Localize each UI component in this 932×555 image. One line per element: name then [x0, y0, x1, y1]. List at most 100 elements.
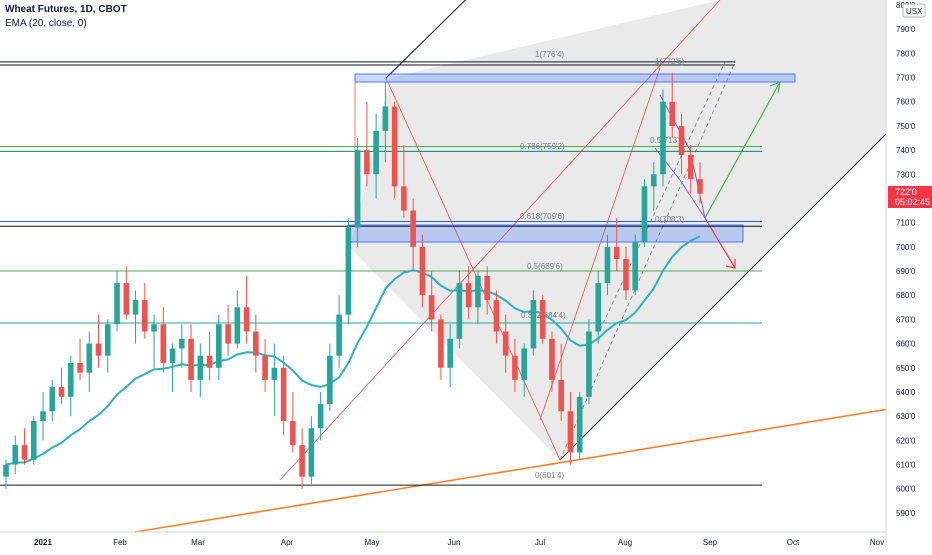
candle-body — [280, 367, 287, 421]
last-price-value: 722'0 — [895, 187, 917, 197]
price-tick-label: 790'0 — [896, 25, 916, 34]
price-tick-label: 660'0 — [896, 340, 916, 349]
price-tick-label: 620'0 — [896, 436, 916, 445]
time-tick-label: Nov — [870, 538, 884, 547]
candle-body — [197, 355, 204, 380]
candle-body — [521, 348, 527, 380]
fib2-label: 1(772'6) — [655, 57, 684, 66]
candle-body — [132, 300, 139, 315]
trendline-orange[interactable] — [134, 401, 932, 533]
fib-label: 0.618(709'6) — [520, 212, 565, 221]
candle-body — [567, 411, 574, 453]
drawing-layer — [134, 0, 932, 533]
candle-body — [539, 300, 546, 339]
dashed-line-2[interactable] — [599, 61, 726, 331]
time-tick-label: Apr — [281, 538, 294, 547]
candle-body — [438, 319, 444, 368]
candle-body — [160, 324, 167, 363]
currency-badge[interactable]: USX — [902, 3, 926, 18]
candle-body — [484, 275, 490, 301]
price-tick-label: 590'0 — [896, 509, 916, 518]
price-axis-ticks: 800'0790'0780'0770'0760'0750'0740'0730'0… — [896, 1, 916, 518]
projection-red-head — [725, 259, 736, 269]
candle-body — [493, 300, 500, 332]
candle-body — [512, 355, 518, 380]
ema-line[interactable] — [5, 235, 701, 466]
last-price-tag: 722'0 05:02:45 — [888, 186, 932, 208]
channel-upper-line[interactable] — [385, 0, 720, 79]
candle-body — [30, 421, 37, 460]
candle-body — [253, 331, 259, 356]
candle-body — [243, 307, 250, 332]
time-tick-label: Jul — [535, 538, 545, 547]
candle-body — [299, 445, 305, 477]
projection-green-head — [769, 81, 781, 94]
pitchfork-line-3[interactable] — [279, 0, 721, 481]
candle-body — [345, 227, 352, 315]
candle-body — [641, 186, 648, 243]
candle-body — [697, 179, 703, 194]
candle-body — [95, 343, 102, 356]
candle-body — [77, 362, 83, 373]
price-tick-label: 730'0 — [896, 170, 916, 179]
candle-body — [373, 130, 379, 175]
candle-body — [151, 324, 157, 332]
resistance-zone[interactable] — [354, 73, 796, 83]
price-axis-bg[interactable] — [886, 0, 932, 550]
candle-body — [308, 428, 315, 477]
time-tick-label: Aug — [618, 538, 632, 547]
time-tick-label: Oct — [787, 538, 800, 547]
candle-body — [206, 355, 213, 368]
fib2-label: 0(708'3) — [655, 215, 684, 224]
candle-body — [86, 343, 93, 373]
candle-body — [271, 367, 278, 380]
price-tick-label: 770'0 — [896, 74, 916, 83]
time-tick-label: Jun — [448, 538, 461, 547]
candle-body — [67, 362, 74, 397]
candle-body — [382, 106, 389, 131]
candle-body — [447, 338, 453, 368]
candle-body — [49, 387, 56, 412]
time-tick-label: May — [364, 538, 379, 547]
candle-body — [604, 246, 611, 284]
price-tick-label: 700'0 — [896, 243, 916, 252]
candle-body — [401, 186, 407, 211]
candle-body — [234, 307, 241, 344]
time-tick-label: 2021 — [34, 538, 52, 547]
candle-body — [114, 283, 120, 325]
fib-label: 0.5(689'6) — [527, 262, 563, 271]
candle-body — [475, 275, 481, 308]
price-tick-label: 600'0 — [896, 485, 916, 494]
candle-body — [216, 324, 222, 368]
time-axis-ticks: 2021 Feb Mar Apr May Jun Jul Aug Sep Oct Nov — [34, 538, 884, 547]
candle-body — [586, 331, 592, 397]
candle-body — [623, 258, 629, 291]
candle-body — [419, 246, 426, 296]
price-tick-label: 750'0 — [896, 122, 916, 131]
fib2-label: 0.5(713'0) — [650, 136, 686, 145]
chart-legend: Wheat Futures, 1D, CBOT EMA (20, close, … — [5, 3, 127, 31]
candle-body — [3, 464, 9, 477]
price-tick-label: 630'0 — [896, 412, 916, 421]
symbol-title: Wheat Futures, 1D, CBOT — [5, 4, 127, 15]
candle-body — [364, 150, 370, 175]
candle-body — [169, 348, 176, 363]
projection-green[interactable] — [704, 81, 781, 219]
currency-badge-label: USX — [906, 7, 923, 16]
candle-body — [465, 283, 472, 308]
candle-body — [188, 338, 194, 380]
candle-body — [410, 210, 416, 247]
pitchfork-line-4[interactable] — [539, 67, 661, 421]
channel-lower-line[interactable] — [559, 87, 932, 461]
candle-body — [336, 314, 342, 356]
support-zone[interactable] — [347, 224, 744, 243]
candle-body — [104, 324, 111, 356]
time-tick-label: Sep — [703, 538, 718, 547]
candle-body — [391, 106, 398, 187]
parallel-channel[interactable] — [350, 0, 932, 460]
candle-body — [650, 174, 657, 187]
candles-group — [3, 72, 703, 489]
candle-body — [576, 396, 583, 453]
